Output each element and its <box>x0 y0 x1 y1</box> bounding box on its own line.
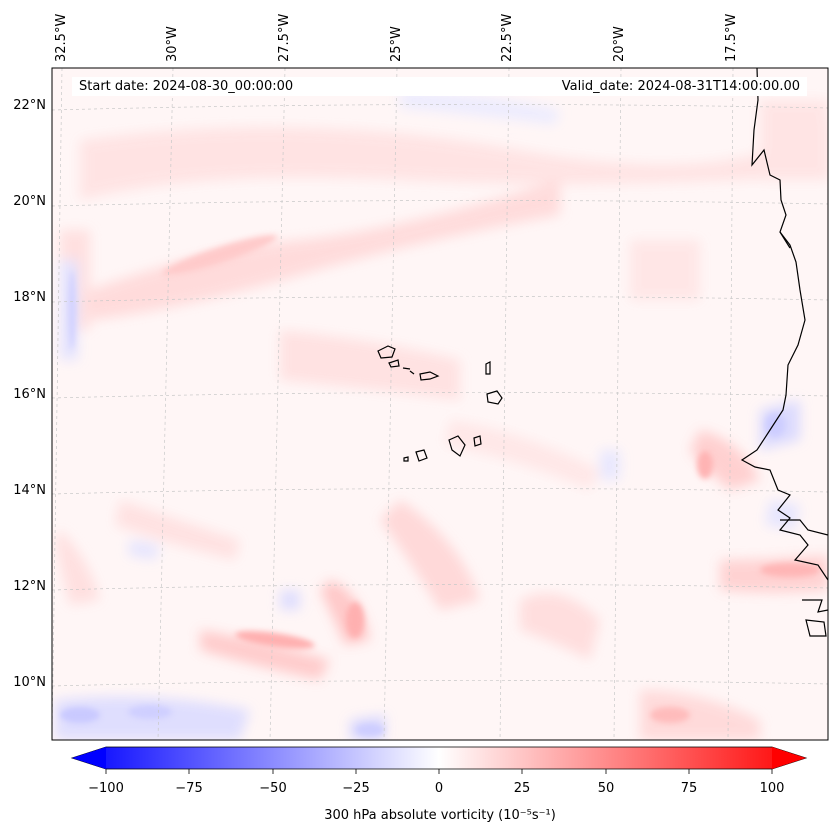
colorbar-tick-label: 50 <box>597 781 615 796</box>
valid-date-label: Valid_date: 2024-08-31T14:00:00.00 <box>561 79 800 94</box>
lon-label-30w: 30°W <box>165 26 180 62</box>
graticule <box>52 68 828 740</box>
lat-label-20n: 20°N <box>13 194 46 209</box>
lon-label-25w: 25°W <box>389 26 404 62</box>
colorbar-tick-label: 100 <box>759 781 785 796</box>
colorbar <box>70 746 808 774</box>
colorbar-tick-label: 25 <box>513 781 531 796</box>
colorbar-tick-label: −100 <box>88 781 124 796</box>
info-bar: Start date: 2024-08-30_00:00:00 Valid_da… <box>72 77 807 96</box>
start-date-label: Start date: 2024-08-30_00:00:00 <box>79 79 294 94</box>
lon-label-20w: 20°W <box>612 26 627 62</box>
lat-label-14n: 14°N <box>13 483 46 498</box>
map-frame <box>51 67 829 741</box>
lon-label-32-5w: 32.5°W <box>54 13 69 62</box>
lat-label-12n: 12°N <box>13 579 46 594</box>
lon-label-22-5w: 22.5°W <box>500 13 515 62</box>
colorbar-extend-high <box>772 747 806 769</box>
colorbar-ticks <box>105 769 773 774</box>
lon-label-17-5w: 17.5°W <box>724 13 739 62</box>
lat-label-22n: 22°N <box>13 98 46 113</box>
colorbar-tick-label: 75 <box>680 781 698 796</box>
lat-label-10n: 10°N <box>13 675 46 690</box>
colorbar-tick-label: −75 <box>175 781 203 796</box>
lon-label-27-5w: 27.5°W <box>277 13 292 62</box>
vorticity-field <box>52 68 828 740</box>
colorbar-body <box>70 746 808 770</box>
cape-verde-islands <box>377 345 503 462</box>
colorbar-tick-label: −25 <box>342 781 370 796</box>
lat-label-18n: 18°N <box>13 290 46 305</box>
colorbar-tick-label: 0 <box>434 781 444 796</box>
lat-label-16n: 16°N <box>13 387 46 402</box>
colorbar-extend-low <box>72 747 106 769</box>
colorbar-units-label: 300 hPa absolute vorticity (10⁻⁵s⁻¹) <box>324 808 556 823</box>
coastline-africa <box>740 68 828 637</box>
colorbar-tick-label: −50 <box>259 781 287 796</box>
